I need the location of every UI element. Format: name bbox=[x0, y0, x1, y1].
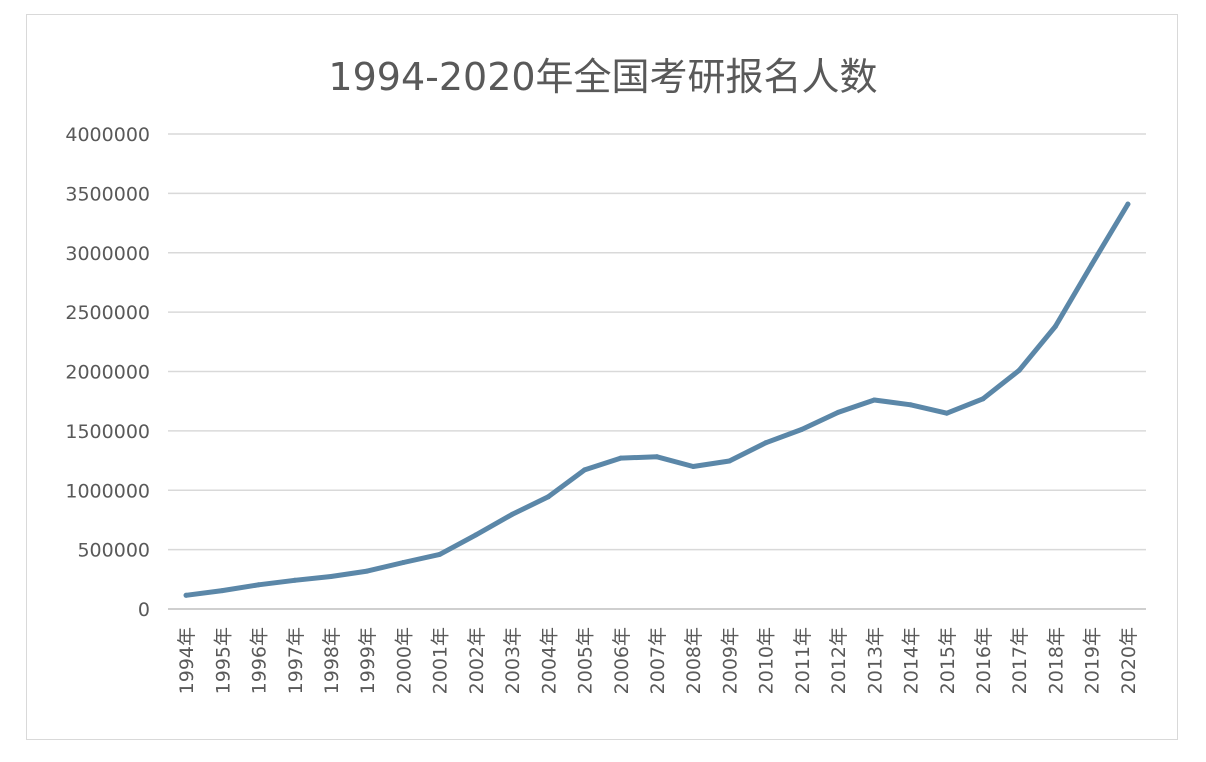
series-lines bbox=[183, 201, 1131, 598]
data-point bbox=[183, 592, 189, 598]
data-point bbox=[473, 532, 479, 538]
x-tick-label: 2011年 bbox=[792, 627, 814, 694]
x-tick-label: 2016年 bbox=[973, 627, 995, 694]
x-tick-label: 2008年 bbox=[683, 627, 705, 694]
data-point bbox=[763, 440, 769, 446]
x-tick-label: 2000年 bbox=[393, 627, 415, 694]
x-tick-label: 1999年 bbox=[357, 627, 379, 694]
y-tick-label: 2000000 bbox=[65, 362, 150, 384]
data-point bbox=[654, 454, 660, 460]
data-point bbox=[219, 588, 225, 594]
y-tick-label: 1500000 bbox=[65, 421, 150, 443]
data-point bbox=[437, 551, 443, 557]
x-tick-label: 2012年 bbox=[828, 627, 850, 694]
y-axis-ticks: 0 500000 1000000 1500000 2000000 2500000 30000… bbox=[65, 124, 150, 621]
x-tick-label: 2020年 bbox=[1118, 627, 1140, 694]
y-tick-label: 3000000 bbox=[65, 243, 150, 265]
data-point bbox=[835, 409, 841, 415]
y-tick-label: 0 bbox=[138, 599, 150, 621]
data-point bbox=[726, 458, 732, 464]
data-point bbox=[1016, 367, 1022, 373]
x-tick-label: 2004年 bbox=[538, 627, 560, 694]
y-tick-label: 500000 bbox=[77, 540, 150, 562]
x-tick-label: 1996年 bbox=[249, 627, 271, 694]
x-tick-label: 2010年 bbox=[756, 627, 778, 694]
data-point bbox=[292, 577, 298, 583]
x-tick-label: 1997年 bbox=[285, 627, 307, 694]
x-tick-label: 2007年 bbox=[647, 627, 669, 694]
y-tick-label: 1000000 bbox=[65, 480, 150, 502]
data-point bbox=[509, 511, 515, 517]
x-tick-label: 1995年 bbox=[212, 627, 234, 694]
data-point bbox=[1125, 201, 1131, 207]
x-axis-ticks: 1994年 1995年 1996年 1997年 1998年 1999年 2000年 2001年… bbox=[176, 627, 1140, 694]
data-point bbox=[871, 397, 877, 403]
data-point bbox=[400, 560, 406, 565]
data-point bbox=[545, 494, 551, 500]
x-tick-label: 2017年 bbox=[1009, 627, 1031, 694]
x-tick-label: 2013年 bbox=[864, 627, 886, 694]
x-tick-label: 2005年 bbox=[575, 627, 597, 694]
data-point bbox=[944, 410, 950, 416]
y-tick-label: 3500000 bbox=[65, 183, 150, 205]
data-point bbox=[908, 402, 914, 408]
chart-title: 1994-2020年全国考研报名人数 bbox=[328, 55, 878, 99]
data-point bbox=[582, 467, 588, 473]
x-tick-label: 2006年 bbox=[611, 627, 633, 694]
x-tick-label: 1998年 bbox=[321, 627, 343, 694]
data-point bbox=[799, 426, 805, 432]
y-tick-label: 2500000 bbox=[65, 302, 150, 324]
data-point bbox=[1052, 323, 1058, 329]
gridlines bbox=[168, 133, 1146, 610]
x-tick-label: 2009年 bbox=[719, 627, 741, 694]
x-tick-label: 2018年 bbox=[1045, 627, 1067, 694]
y-tick-label: 4000000 bbox=[65, 124, 150, 146]
x-tick-label: 2001年 bbox=[430, 627, 452, 694]
x-tick-label: 2002年 bbox=[466, 627, 488, 694]
data-point bbox=[980, 396, 986, 402]
series-line bbox=[183, 201, 1131, 598]
x-tick-label: 2019年 bbox=[1082, 627, 1104, 694]
x-tick-label: 2015年 bbox=[937, 627, 959, 694]
data-point bbox=[256, 582, 262, 588]
chart-frame bbox=[26, 14, 1178, 740]
data-point bbox=[328, 574, 334, 579]
data-point bbox=[1089, 262, 1095, 268]
x-tick-label: 2003年 bbox=[502, 627, 524, 694]
x-tick-label: 2014年 bbox=[901, 627, 923, 694]
data-point bbox=[618, 455, 624, 461]
data-point bbox=[690, 464, 696, 469]
x-tick-label: 1994年 bbox=[176, 627, 198, 694]
data-point bbox=[364, 568, 370, 574]
